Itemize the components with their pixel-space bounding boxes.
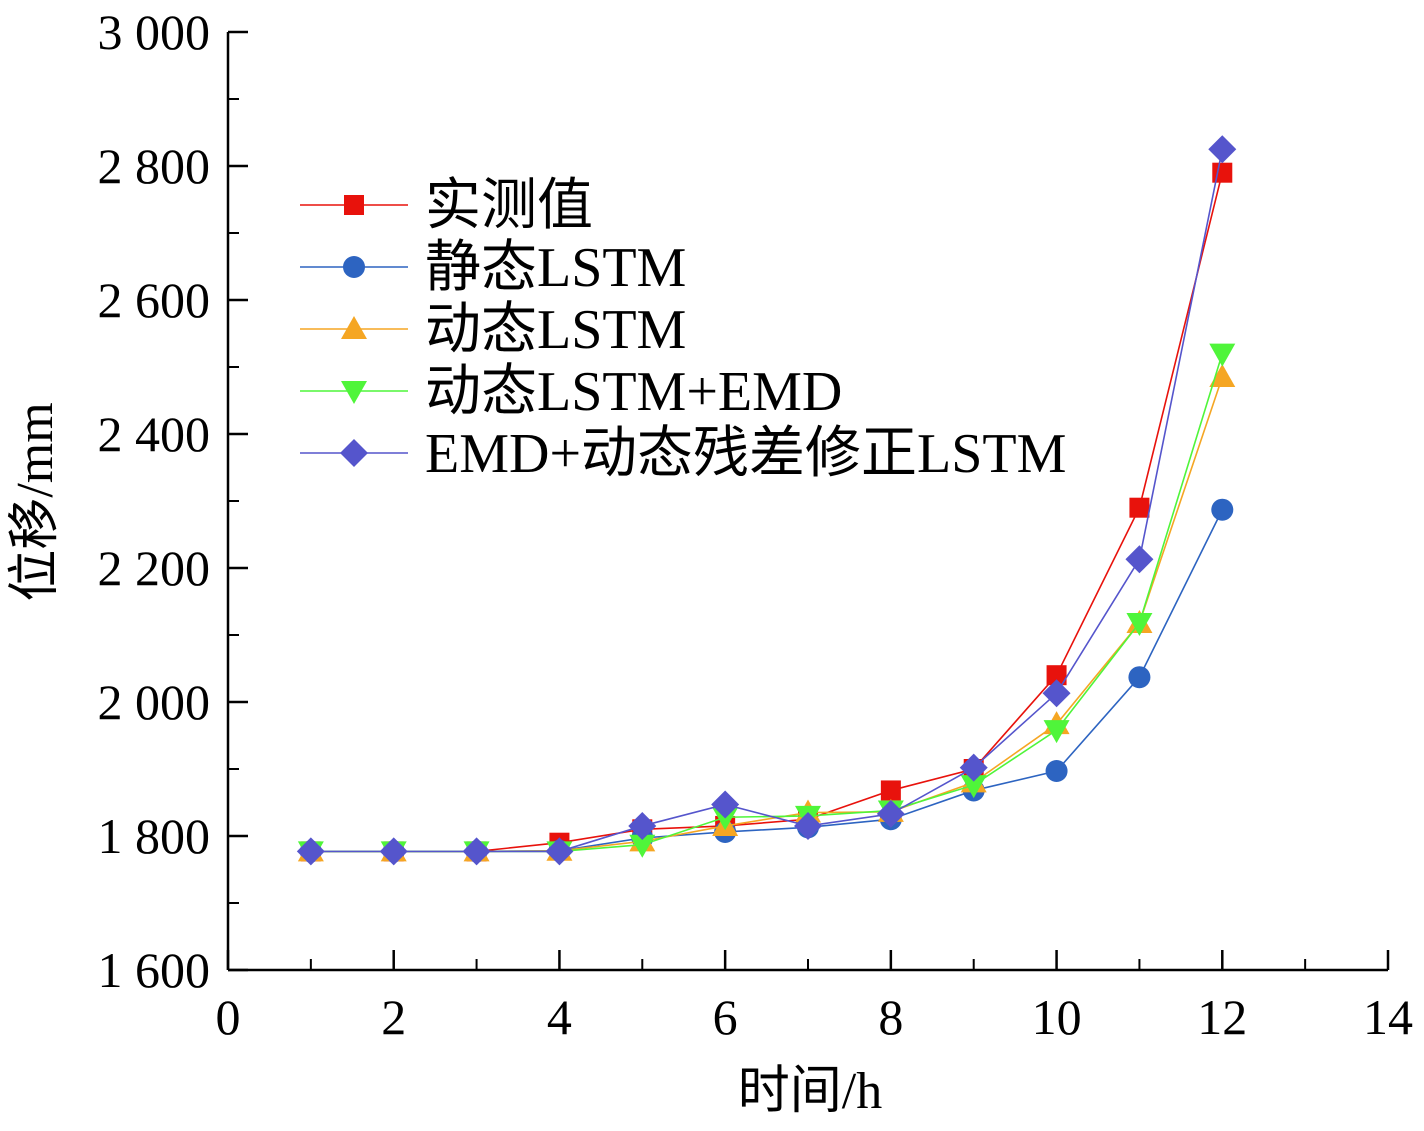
data-point bbox=[1042, 679, 1071, 708]
legend-marker bbox=[341, 316, 367, 339]
x-tick-label: 12 bbox=[1197, 989, 1247, 1045]
legend-marker bbox=[341, 381, 367, 404]
data-point bbox=[629, 834, 656, 858]
legend-label: EMD+动态残差修正LSTM bbox=[425, 423, 1066, 485]
y-tick-label: 2 800 bbox=[98, 138, 211, 194]
data-point bbox=[1126, 612, 1153, 636]
x-tick-label: 8 bbox=[878, 989, 903, 1045]
y-axis-title: 位移/mm bbox=[7, 402, 64, 601]
data-point bbox=[1046, 665, 1067, 686]
data-point bbox=[1129, 497, 1150, 518]
y-tick-label: 1 600 bbox=[98, 942, 211, 998]
y-tick-label: 2 400 bbox=[98, 406, 211, 462]
legend-item-2: 静态LSTM bbox=[300, 237, 686, 299]
data-point bbox=[960, 775, 987, 799]
data-point bbox=[959, 753, 988, 782]
x-tick-label: 6 bbox=[713, 989, 738, 1045]
data-point bbox=[712, 807, 739, 831]
data-point bbox=[545, 837, 574, 866]
data-point bbox=[794, 811, 822, 840]
y-tick-label: 1 800 bbox=[98, 808, 211, 864]
legend-marker bbox=[344, 195, 364, 215]
legend-label: 动态LSTM+EMD bbox=[425, 361, 842, 423]
y-tick-label: 2 000 bbox=[98, 674, 211, 730]
legend-marker bbox=[340, 439, 368, 467]
data-point bbox=[1043, 720, 1070, 744]
y-tick-label: 2 600 bbox=[98, 272, 211, 328]
x-tick-label: 10 bbox=[1032, 989, 1082, 1045]
legend-item-4: 动态LSTM+EMD bbox=[300, 361, 842, 423]
x-axis-title: 时间/h bbox=[738, 1063, 882, 1120]
x-tick-label: 4 bbox=[547, 989, 572, 1045]
legend-label: 动态LSTM bbox=[425, 299, 686, 361]
data-point bbox=[462, 837, 491, 866]
x-tick-label: 2 bbox=[381, 989, 406, 1045]
legend-item-1: 实测值 bbox=[300, 175, 593, 237]
x-tick-label: 0 bbox=[216, 989, 241, 1045]
data-point bbox=[876, 799, 905, 828]
legend-item-3: 动态LSTM bbox=[300, 299, 686, 361]
data-point bbox=[1212, 162, 1233, 183]
legend-label: 静态LSTM bbox=[425, 237, 686, 299]
legend-item-5: EMD+动态残差修正LSTM bbox=[300, 423, 1066, 485]
y-tick-label: 2 200 bbox=[98, 540, 211, 596]
data-point bbox=[379, 837, 408, 866]
legend-label: 实测值 bbox=[425, 175, 593, 237]
data-point bbox=[1125, 545, 1154, 574]
data-point bbox=[1128, 666, 1151, 689]
data-point bbox=[711, 790, 740, 819]
data-point bbox=[296, 837, 325, 866]
data-point bbox=[1208, 135, 1237, 164]
y-tick-label: 3 000 bbox=[98, 4, 211, 60]
data-point bbox=[628, 811, 657, 840]
data-point bbox=[1211, 498, 1234, 521]
data-point bbox=[1209, 364, 1236, 388]
data-point bbox=[1045, 760, 1068, 783]
x-tick-label: 14 bbox=[1363, 989, 1413, 1045]
data-point bbox=[880, 780, 901, 801]
legend-marker bbox=[343, 256, 365, 278]
series-layer bbox=[296, 135, 1237, 866]
data-point bbox=[1209, 343, 1236, 367]
axes: 0 2 4 6 8 10 12 14 1 600 1 800 2 000 2 200 2 400 2 60… bbox=[98, 4, 1414, 1045]
series-line bbox=[310, 509, 1224, 853]
series-5 bbox=[296, 135, 1237, 866]
